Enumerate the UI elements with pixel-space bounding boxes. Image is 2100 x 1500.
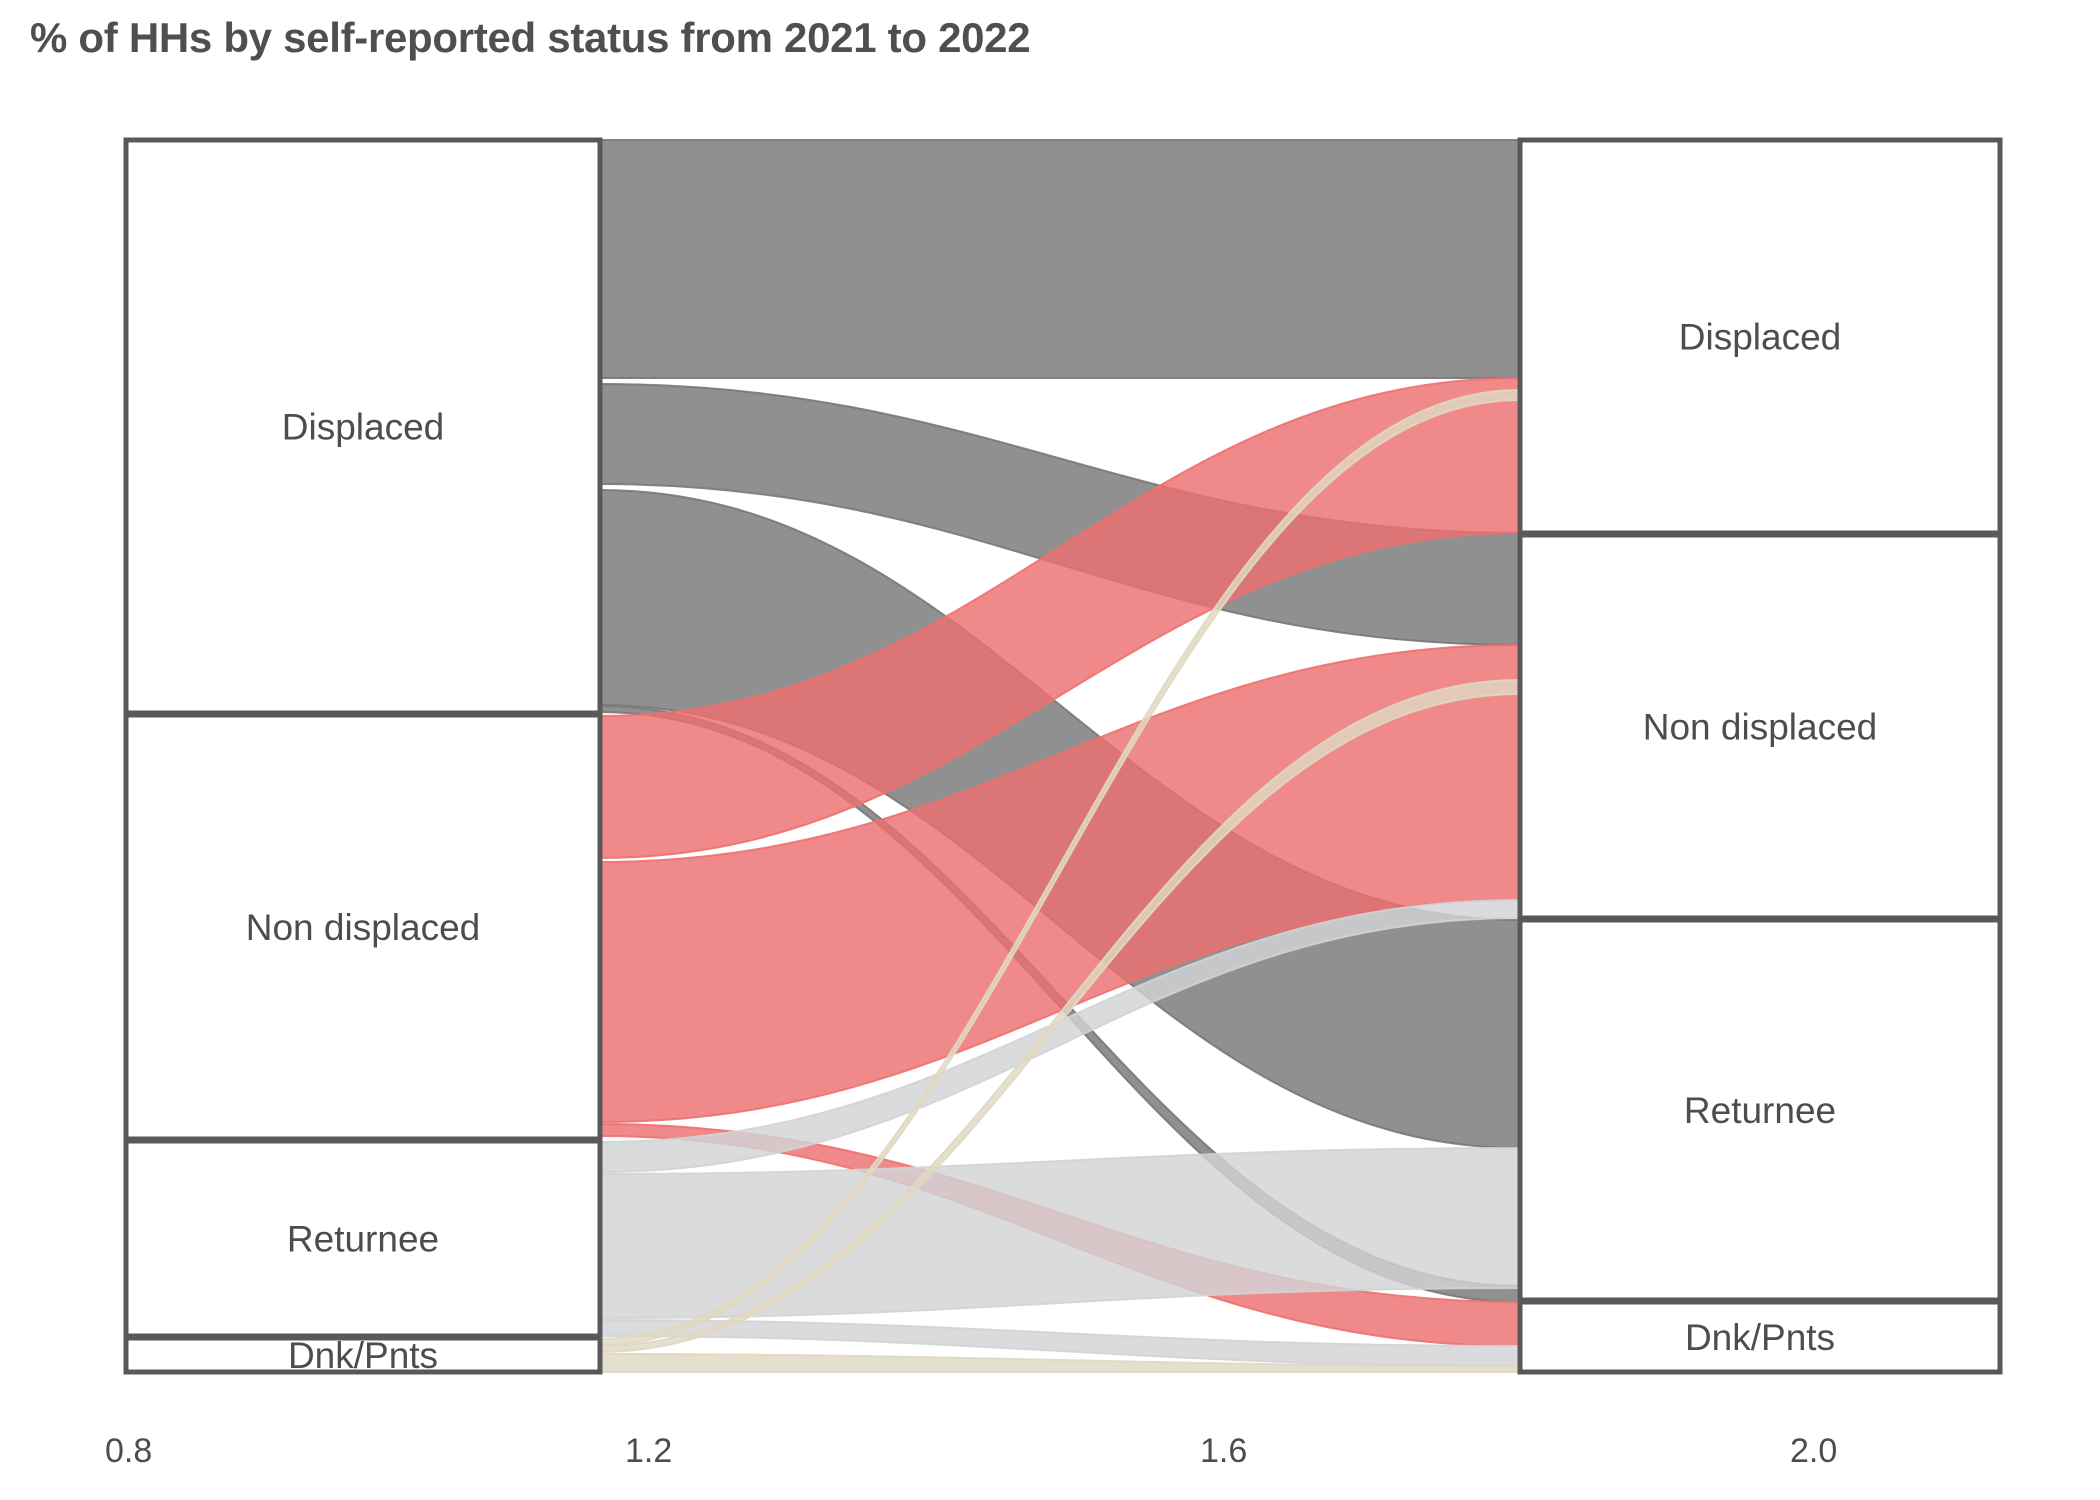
node-label-left-non-displaced: Non displaced: [246, 907, 480, 948]
node-label-layer: Displaced Non displaced Returnee Dnk/Pnts Di…: [246, 317, 1877, 1377]
node-label-left-dnk-pnts: Dnk/Pnts: [288, 1335, 438, 1376]
axis-tick-layer: 0.8 1.2 1.6 2.0: [105, 1432, 1837, 1470]
node-left-non-displaced[interactable]: [123, 712, 603, 1142]
node-label-left-returnee: Returnee: [287, 1219, 439, 1260]
axis-tick-2: 1.6: [1200, 1432, 1247, 1470]
axis-tick-0: 0.8: [105, 1432, 152, 1470]
node-label-right-non-displaced: Non displaced: [1643, 707, 1877, 748]
axis-tick-3: 2.0: [1790, 1432, 1837, 1470]
node-right-dnk-pnts[interactable]: [1517, 1299, 2003, 1375]
node-right-displaced[interactable]: [1517, 137, 2003, 536]
node-label-left-displaced: Displaced: [282, 407, 444, 448]
axis-tick-1: 1.2: [625, 1432, 672, 1470]
page-title: % of HHs by self-reported status from 20…: [30, 14, 1031, 61]
node-right-non-displaced[interactable]: [1517, 532, 2003, 921]
node-left-dnk-pnts[interactable]: [123, 1335, 603, 1375]
node-right-returnee[interactable]: [1517, 917, 2003, 1303]
ribbon-displaced-to-displaced[interactable]: [599, 138, 1521, 380]
node-label-right-returnee: Returnee: [1684, 1090, 1836, 1131]
node-label-right-dnk-pnts: Dnk/Pnts: [1685, 1317, 1835, 1358]
ribbon-layer: [599, 138, 1521, 1374]
node-left-returnee[interactable]: [123, 1138, 603, 1339]
node-left-displaced[interactable]: [123, 137, 603, 716]
node-layer: [123, 137, 2003, 1375]
ribbon-returnee-to-returnee[interactable]: [599, 1146, 1521, 1320]
node-label-right-displaced: Displaced: [1679, 317, 1841, 358]
